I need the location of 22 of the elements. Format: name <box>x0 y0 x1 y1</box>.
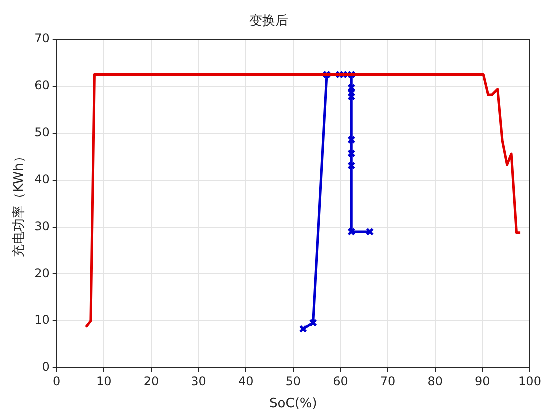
y-tick-label: 10 <box>34 313 50 328</box>
y-tick-label: 50 <box>34 126 50 140</box>
x-tick-label: 20 <box>144 374 160 388</box>
y-tick-label: 60 <box>34 78 50 93</box>
x-tick-label: 60 <box>333 374 348 388</box>
y-tick-label: 30 <box>34 219 50 234</box>
x-tick-label: 100 <box>518 374 542 388</box>
y-tick-label: 20 <box>34 266 50 280</box>
x-axis-title: SoC(%) <box>270 396 318 412</box>
x-tick-label: 30 <box>191 374 206 388</box>
y-tick-label: 40 <box>34 172 50 186</box>
x-tick-label: 0 <box>53 374 61 388</box>
x-tick-label: 90 <box>475 374 490 388</box>
chart-title: 变换后 <box>250 14 288 30</box>
y-tick-label: 70 <box>34 32 50 46</box>
y-tick-label: 0 <box>42 360 50 374</box>
y-axis-title: 充电功率（KWh） <box>11 150 28 258</box>
x-tick-label: 10 <box>96 374 112 388</box>
x-tick-label: 80 <box>428 374 444 388</box>
x-tick-label: 50 <box>286 374 302 388</box>
x-tick-label: 70 <box>380 374 396 388</box>
x-tick-label: 40 <box>238 374 254 388</box>
